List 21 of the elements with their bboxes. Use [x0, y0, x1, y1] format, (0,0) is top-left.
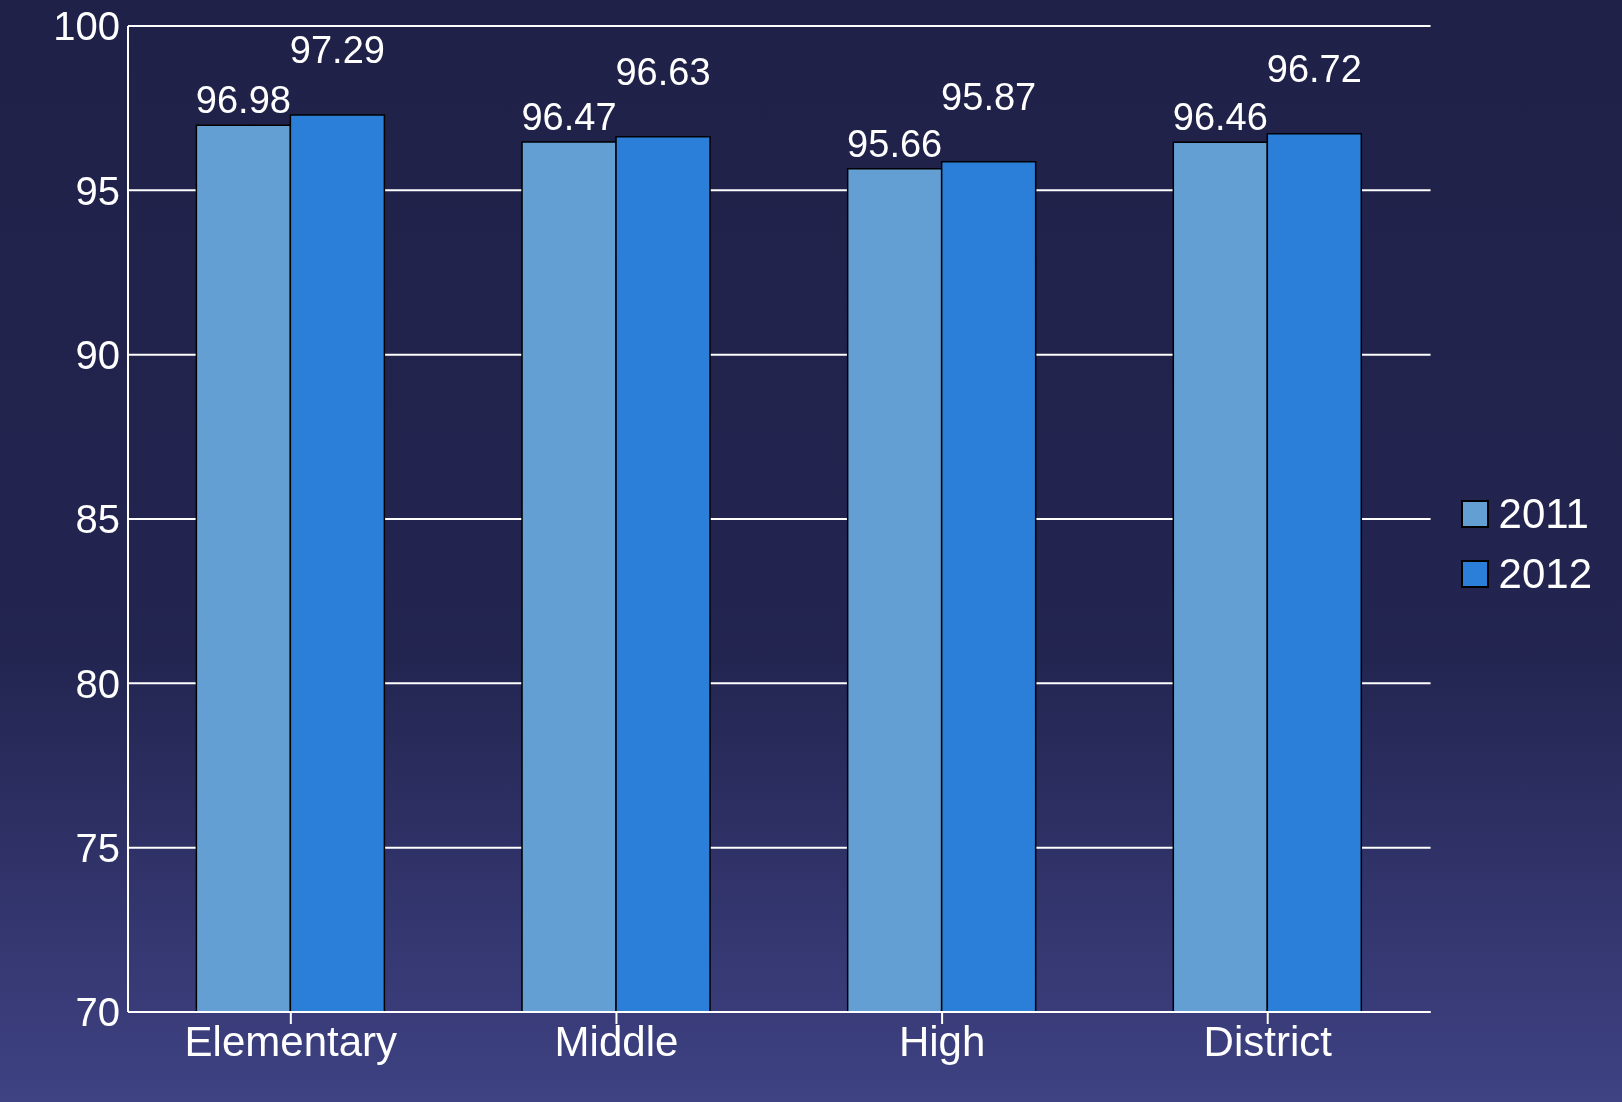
- x-tick-label: Elementary: [184, 1017, 398, 1065]
- data-label: 96.98: [195, 79, 291, 122]
- data-label: 96.47: [521, 96, 617, 139]
- y-tick-label: 80: [75, 661, 120, 706]
- data-label: 97.29: [289, 29, 385, 72]
- y-tick-label: 75: [75, 825, 120, 870]
- data-label: 95.66: [847, 122, 943, 165]
- y-tick-label: 100: [53, 4, 120, 49]
- y-tick-label: 70: [75, 990, 120, 1035]
- y-tick-label: 95: [75, 168, 120, 213]
- data-label: 96.46: [1172, 96, 1268, 139]
- data-label: 95.87: [941, 75, 1037, 118]
- y-tick-label: 85: [75, 497, 120, 542]
- legend-label: 2011: [1498, 490, 1589, 537]
- x-tick-label: Middle: [554, 1017, 679, 1065]
- legend-label: 2012: [1498, 550, 1592, 597]
- data-label: 96.63: [615, 50, 711, 93]
- data-label: 96.72: [1266, 47, 1362, 90]
- x-tick-label: High: [898, 1017, 986, 1065]
- x-tick-label: District: [1203, 1017, 1333, 1065]
- y-tick-label: 90: [75, 332, 120, 377]
